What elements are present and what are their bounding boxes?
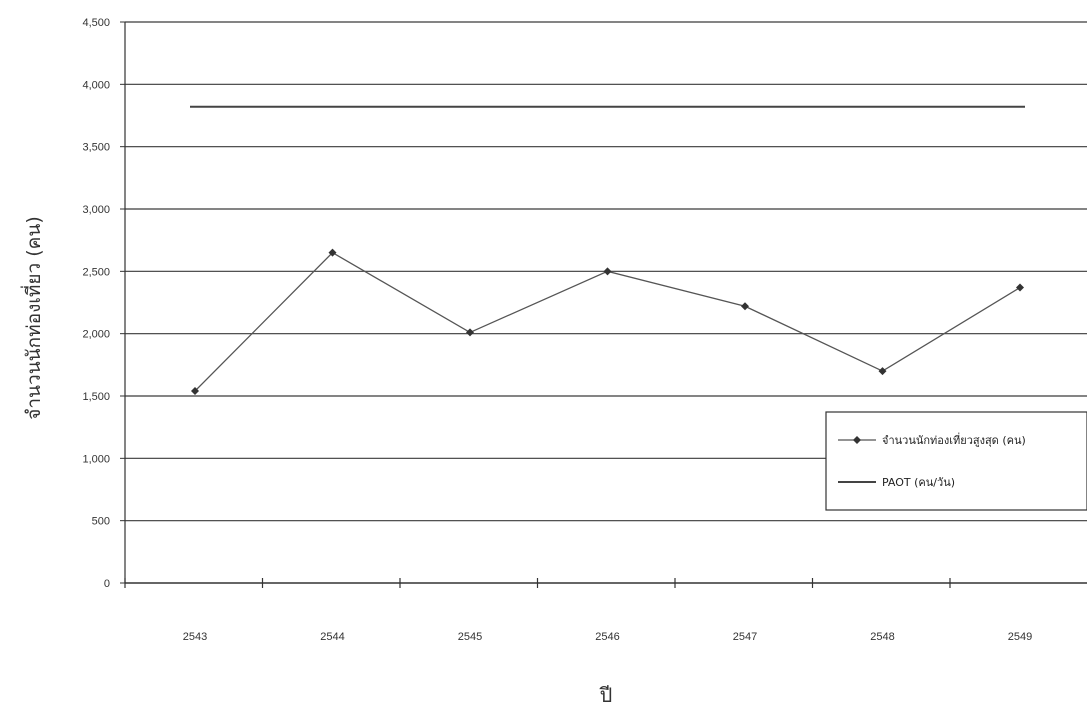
x-tick-label: 2547 bbox=[733, 631, 757, 643]
x-tick-label: 2545 bbox=[458, 631, 482, 643]
legend-box bbox=[825, 411, 1087, 511]
y-tick-label: 4,000 bbox=[82, 79, 110, 91]
y-axis-title: จำนวนนักท่องเที่ยว (คน) bbox=[20, 216, 45, 420]
y-tick-label: 2,000 bbox=[82, 329, 110, 341]
x-tick-label: 2549 bbox=[1008, 631, 1032, 643]
axes: 0 500 1,000 1,500 2,000 2,500 3,000 3,500 4,000 4… bbox=[82, 17, 1087, 643]
data-point-2547 bbox=[741, 302, 749, 311]
y-tick-label: 3,500 bbox=[82, 142, 110, 154]
y-tick-label: 4,500 bbox=[82, 17, 110, 29]
y-tick-label: 3,000 bbox=[82, 204, 110, 216]
legend-marker-0 bbox=[853, 436, 861, 444]
data-point-2545 bbox=[466, 328, 474, 337]
x-tick-label: 2546 bbox=[595, 631, 619, 643]
data-point-2544 bbox=[328, 248, 337, 257]
y-tick-label: 0 bbox=[104, 578, 110, 590]
y-tick-label: 2,500 bbox=[82, 266, 110, 278]
data-point-2548 bbox=[878, 367, 887, 376]
y-tick-label: 500 bbox=[92, 516, 110, 528]
legend-label-0: จำนวนนักท่องเที่ยวสูงสุด (คน) bbox=[882, 432, 1026, 447]
x-tick-label: 2548 bbox=[870, 631, 894, 643]
x-tick-label: 2543 bbox=[183, 631, 207, 643]
y-tick-label: 1,000 bbox=[82, 453, 110, 465]
legend-label-1: PAOT (คน/วัน) bbox=[882, 476, 955, 489]
y-tick-label: 1,500 bbox=[82, 391, 110, 403]
data-point-2543 bbox=[191, 387, 199, 396]
x-tick-label: 2544 bbox=[320, 631, 344, 643]
data-point-2546 bbox=[603, 267, 612, 276]
x-axis-title: ปี bbox=[599, 683, 612, 707]
legend: จำนวนนักท่องเที่ยวสูงสุด (คน) PAOT (คน/วั… bbox=[825, 411, 1087, 511]
series-lines bbox=[190, 105, 1025, 396]
data-point-2549 bbox=[1016, 283, 1024, 292]
